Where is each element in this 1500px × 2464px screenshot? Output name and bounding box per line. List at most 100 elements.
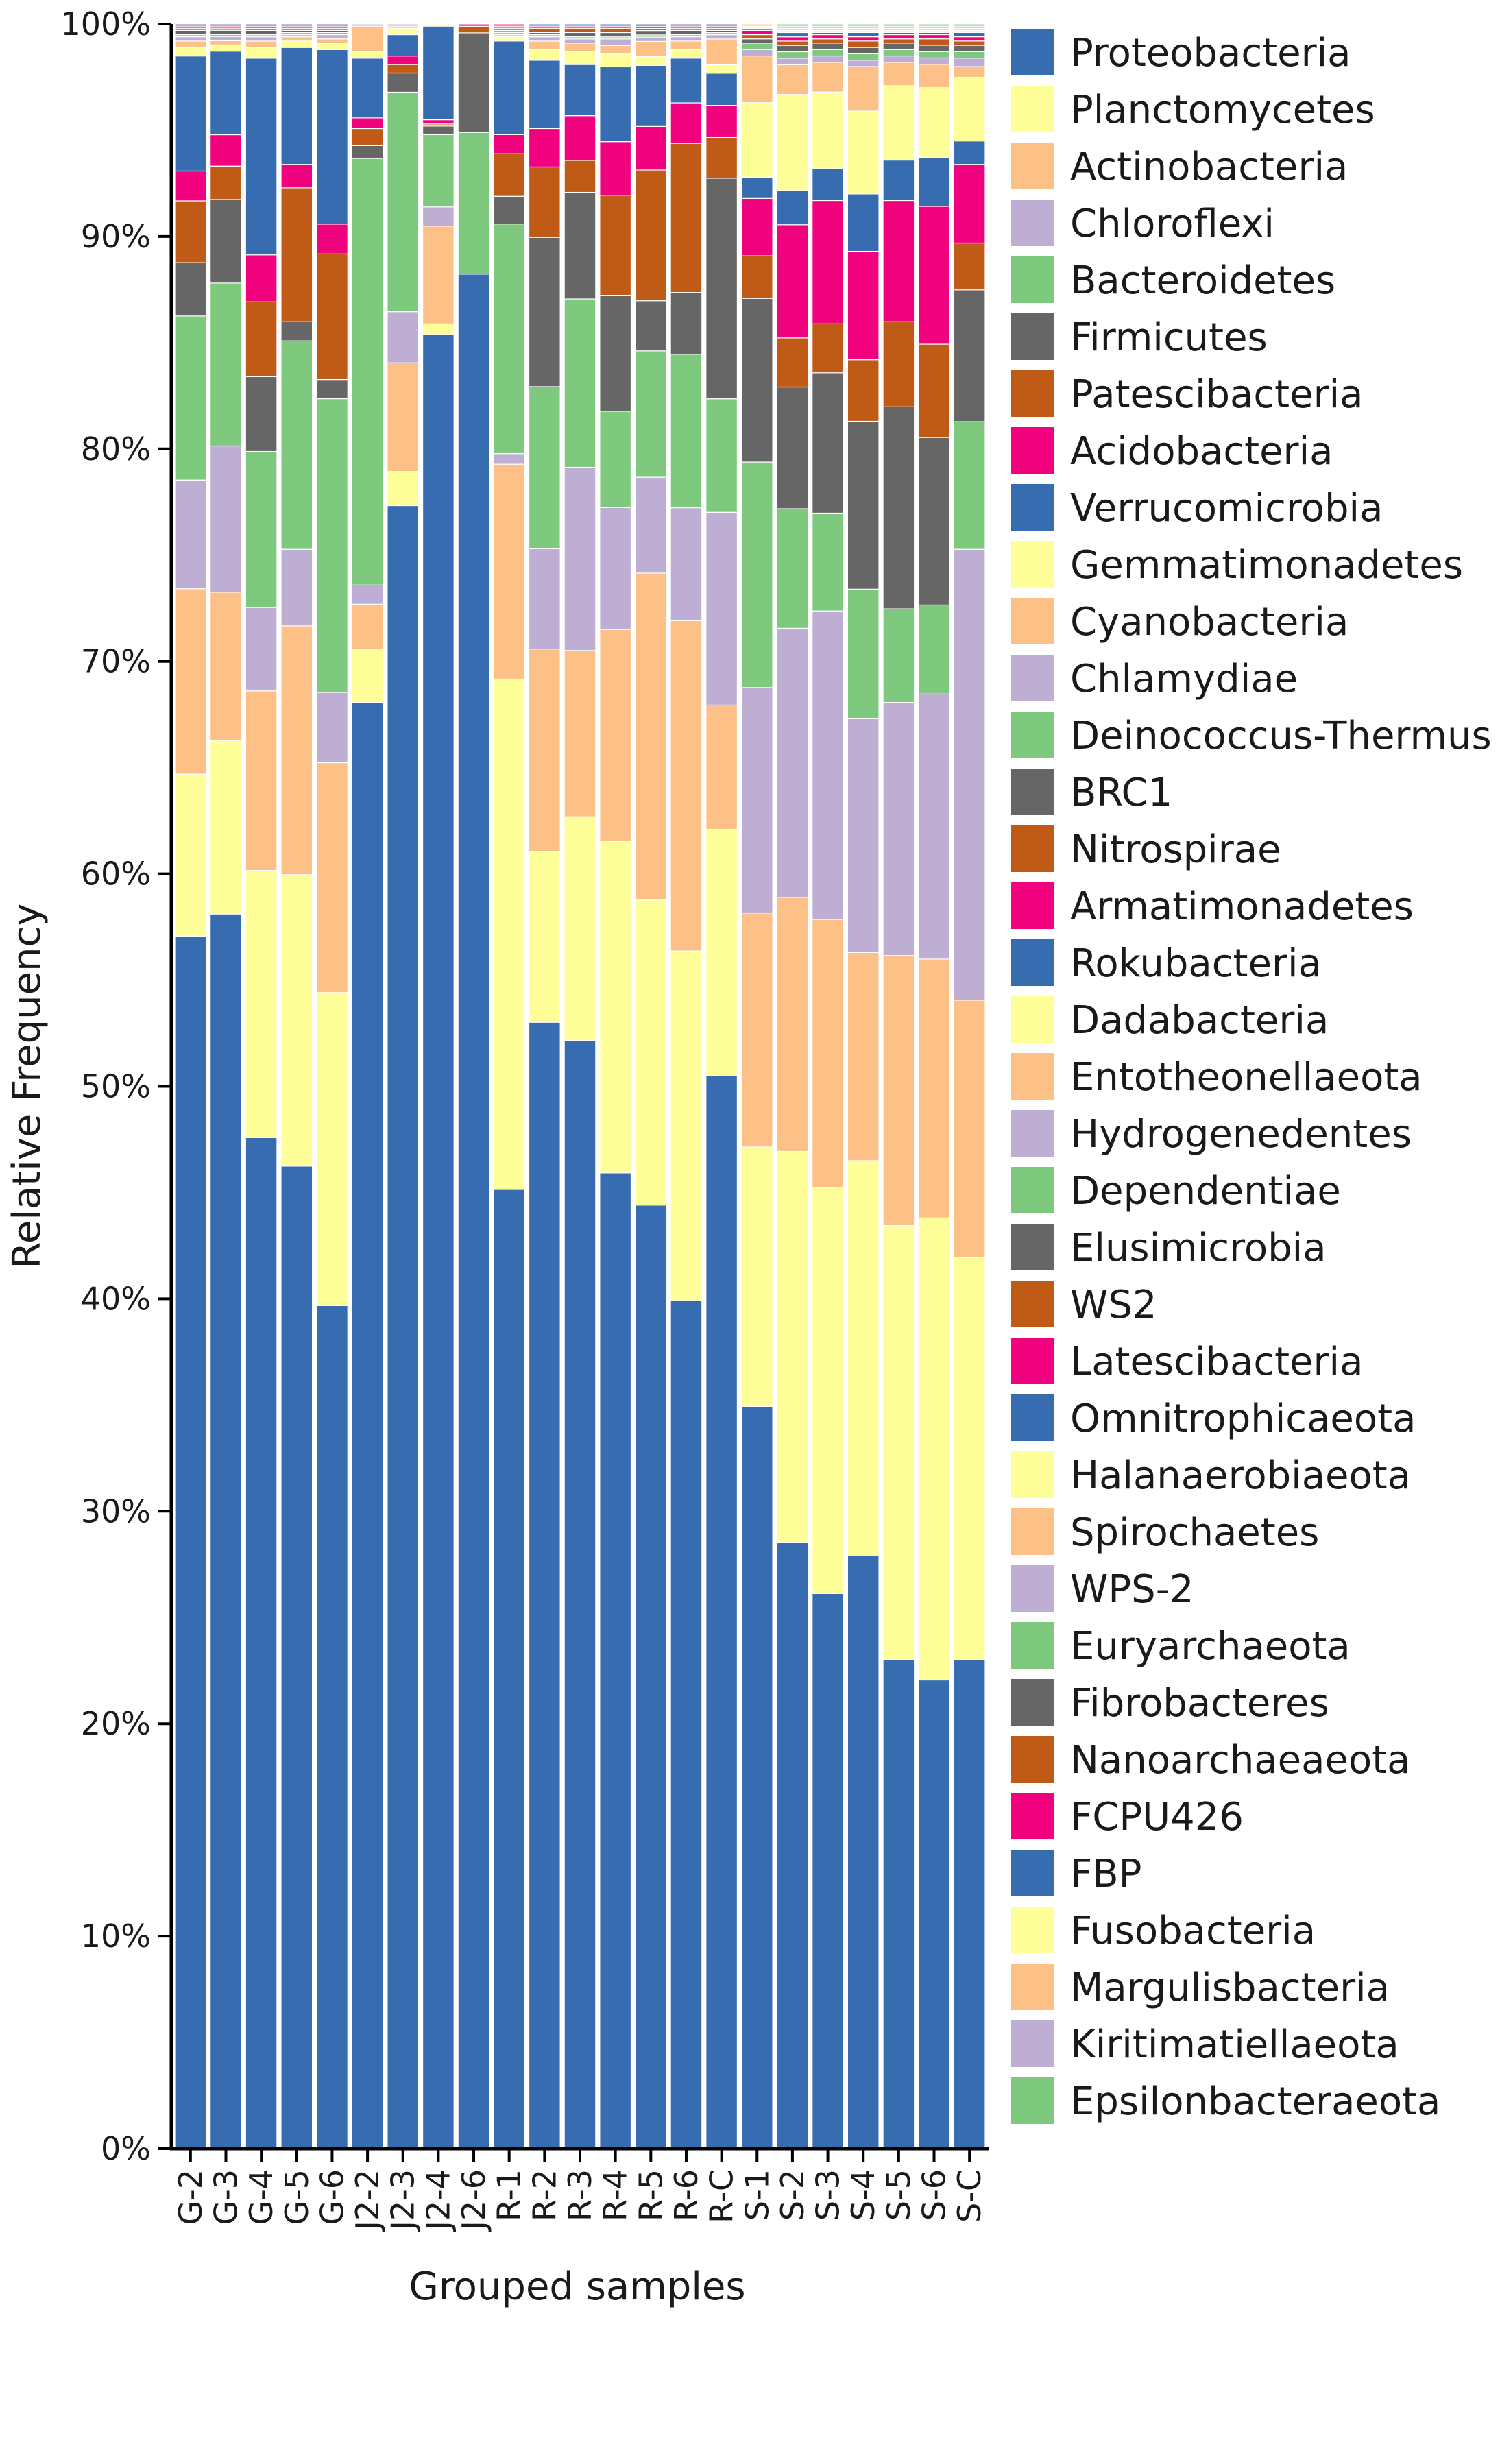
bar-segment: [670, 102, 703, 144]
bar-segment: [351, 58, 384, 119]
bar-segment: [528, 166, 561, 238]
bar-segment: [918, 64, 950, 88]
bar-segment: [847, 47, 880, 54]
bar-segment: [882, 608, 915, 703]
legend-label: Fusobacteria: [1070, 1909, 1316, 1953]
bar-segment: [740, 461, 773, 688]
legend-swatch: [1011, 1167, 1054, 1213]
legend-swatch: [1011, 655, 1054, 701]
bar-segment: [280, 36, 313, 42]
bar-segment: [918, 157, 950, 207]
bar-segment: [210, 51, 242, 136]
bar-segment: [528, 27, 561, 34]
bar-segment: [776, 23, 809, 27]
bar-segment: [174, 262, 207, 317]
bar-segment: [174, 23, 207, 27]
bar-segment: [493, 153, 526, 197]
bar-segment: [918, 1679, 950, 2149]
bar-segment: [670, 620, 703, 952]
bar-segment: [670, 507, 703, 621]
bar-segment: [387, 471, 420, 507]
bar-segment: [918, 437, 950, 606]
legend-swatch: [1011, 825, 1054, 872]
bar-segment: [670, 29, 703, 36]
bar-segment: [740, 29, 773, 36]
bar-segment: [953, 289, 986, 422]
legend-label: BRC1: [1070, 771, 1172, 815]
legend-label: Spirochaetes: [1070, 1510, 1319, 1555]
bar-segment: [918, 38, 950, 46]
bar-segment: [528, 1022, 561, 2149]
legend-swatch: [1011, 1338, 1054, 1384]
bar-segment: [740, 102, 773, 178]
legend-swatch: [1011, 370, 1054, 417]
bar-segment: [280, 40, 313, 48]
bar-segment: [812, 62, 844, 93]
bar-segment: [776, 64, 809, 95]
bar-segment: [705, 398, 738, 513]
bar-segment: [564, 191, 596, 300]
y-tick-label: 100%: [60, 5, 151, 43]
bar-segment: [776, 1150, 809, 1543]
bar-segment: [351, 603, 384, 650]
bar-segment: [280, 23, 313, 27]
legend-label: Dadabacteria: [1070, 998, 1329, 1043]
bar-segment: [564, 1040, 596, 2149]
bar-segment: [351, 649, 384, 703]
legend-label: FCPU426: [1070, 1795, 1244, 1839]
bar-segment: [847, 110, 880, 195]
bar-segment: [776, 508, 809, 629]
bar-segment: [599, 27, 632, 34]
bar-segment: [670, 354, 703, 509]
bar-segment: [174, 588, 207, 775]
bar-segment: [280, 1165, 313, 2149]
bar-segment: [564, 115, 596, 161]
bar-segment: [953, 164, 986, 244]
legend-label: Verrucomicrobia: [1070, 486, 1383, 531]
bar-segment: [599, 23, 632, 27]
bar-segment: [210, 44, 242, 52]
bar-segment: [740, 38, 773, 44]
bar-segment: [387, 362, 420, 472]
bar-segment: [316, 253, 348, 381]
x-tick-label: R-1: [491, 2169, 528, 2221]
bar-segment: [245, 23, 278, 27]
bar-segment: [740, 255, 773, 299]
bar-segment: [599, 45, 632, 55]
legend-swatch: [1011, 200, 1054, 246]
bar-segment: [599, 66, 632, 143]
bar-segment: [280, 340, 313, 550]
bar-segment: [564, 27, 596, 34]
bar-segment: [705, 38, 738, 65]
bar-segment: [918, 34, 950, 40]
bar-segment: [847, 23, 880, 27]
bar-segment: [740, 23, 773, 27]
bar-segment: [245, 36, 278, 42]
bar-segment: [882, 701, 915, 956]
bar-segment: [210, 913, 242, 2149]
bar-segment: [918, 87, 950, 158]
legend-label: Nitrospirae: [1070, 828, 1281, 872]
bar-segment: [457, 132, 490, 275]
legend-label: Omnitrophicaeota: [1070, 1397, 1416, 1441]
legend-label: Kiritimatiellaeota: [1070, 2022, 1399, 2067]
bar-segment: [599, 195, 632, 296]
legend-swatch: [1011, 143, 1054, 189]
bar-segment: [670, 1300, 703, 2149]
legend-label: Euryarchaeota: [1070, 1624, 1351, 1669]
bar-segment: [776, 94, 809, 191]
bar-segment: [316, 23, 348, 27]
bar-segment: [634, 350, 667, 478]
legend-swatch: [1011, 712, 1054, 758]
bar-segment: [740, 298, 773, 463]
legend-swatch: [1011, 541, 1054, 588]
bar-segment: [847, 718, 880, 953]
bar-segment: [599, 629, 632, 842]
bar-segment: [634, 36, 667, 43]
bar-segment: [316, 43, 348, 50]
legend-swatch: [1011, 1224, 1054, 1270]
bar-segment: [245, 376, 278, 452]
bar-segment: [634, 899, 667, 1206]
bar-segment: [493, 453, 526, 465]
